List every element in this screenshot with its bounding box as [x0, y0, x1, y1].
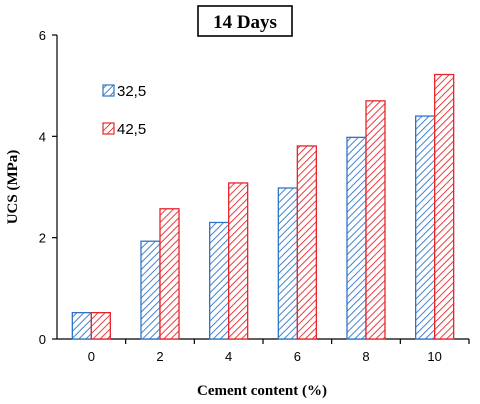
- x-tick-label: 8: [362, 349, 369, 364]
- legend-label-32-5: 32,5: [117, 83, 146, 100]
- x-axis-title: Cement content (%): [197, 383, 327, 399]
- bar-42-5-8: [365, 100, 386, 340]
- bar-42-5-4: [228, 182, 249, 340]
- x-tick-label: 0: [88, 349, 95, 364]
- legend-swatch-42-5: [102, 122, 115, 135]
- legend: 32,5 42,5: [102, 83, 146, 138]
- y-axis-title: UCS (MPa): [5, 150, 21, 225]
- bar-42-5-0: [90, 312, 111, 340]
- bar-32-5-6: [277, 187, 298, 340]
- bar-42-5-2: [159, 208, 180, 340]
- bar-42-5-6: [296, 145, 317, 340]
- legend-label-42-5: 42,5: [117, 121, 146, 138]
- bar-32-5-8: [346, 136, 367, 340]
- y-tick-label: 2: [39, 231, 46, 246]
- bar-32-5-2: [140, 240, 161, 340]
- bars: [71, 73, 455, 340]
- y-tick-label: 4: [39, 129, 46, 144]
- y-tick-label: 6: [39, 28, 46, 43]
- x-tick-label: 6: [294, 349, 301, 364]
- x-ticks: 0 2 4 6 8 10: [88, 339, 470, 364]
- bar-32-5-10: [415, 115, 436, 340]
- bar-42-5-10: [434, 73, 455, 340]
- x-tick-label: 4: [225, 349, 232, 364]
- x-tick-label: 10: [427, 349, 441, 364]
- x-tick-label: 2: [156, 349, 163, 364]
- chart-title-box: [197, 5, 293, 37]
- bar-32-5-0: [71, 312, 92, 340]
- bar-32-5-4: [209, 221, 230, 340]
- chart-title: 14 Days: [213, 12, 277, 33]
- y-ticks: 0 2 4 6: [39, 28, 57, 347]
- y-tick-label: 0: [39, 332, 46, 347]
- legend-swatch-32-5: [102, 84, 115, 97]
